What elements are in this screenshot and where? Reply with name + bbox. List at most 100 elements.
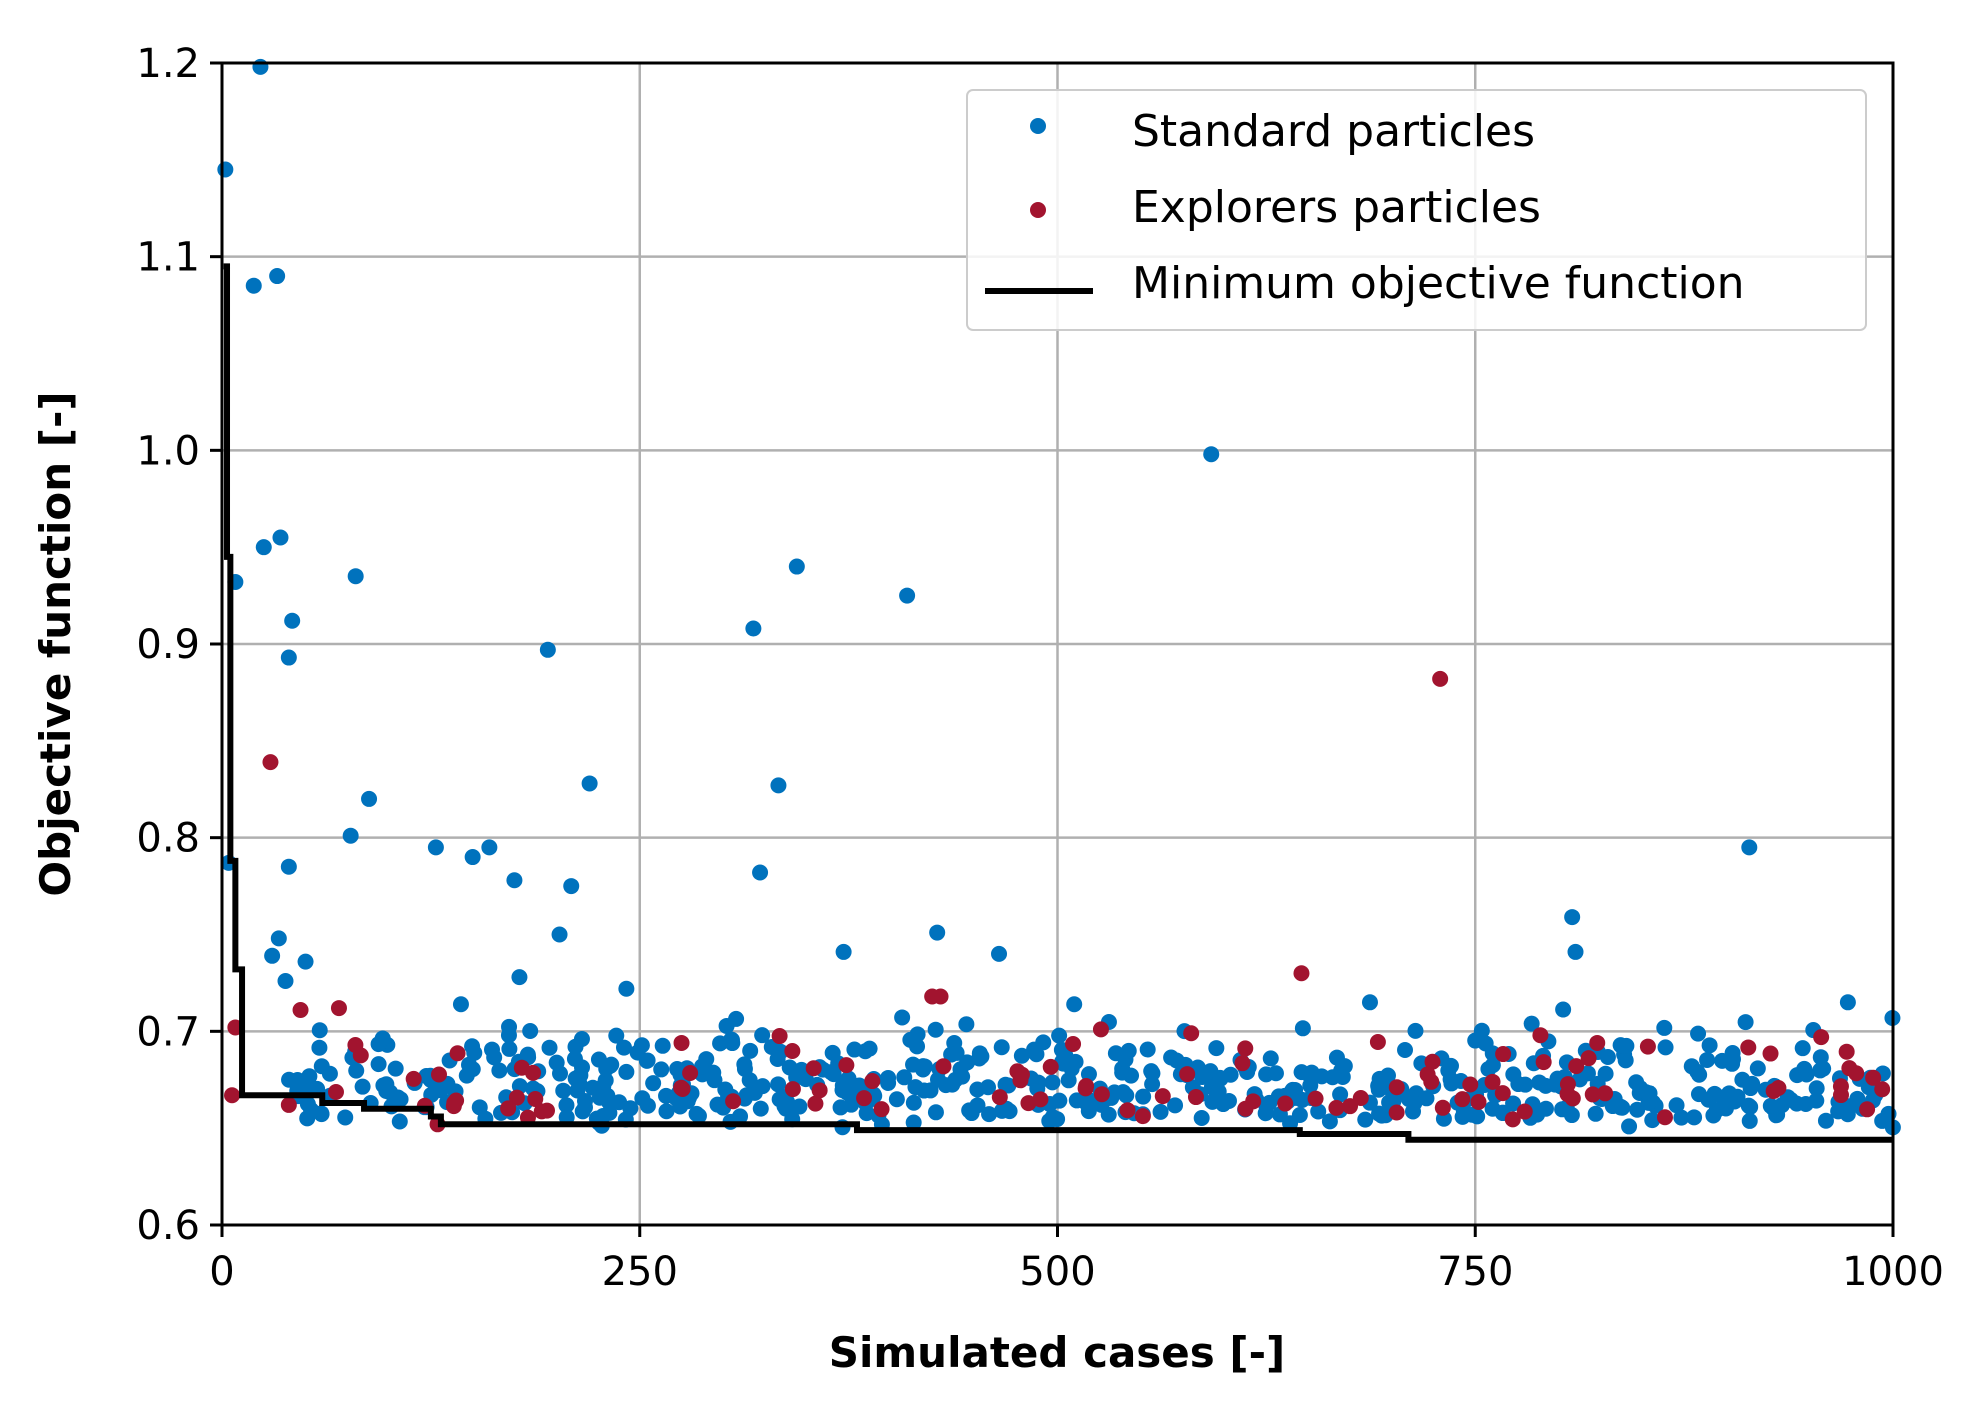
legend-label-minimum: Minimum objective function — [1132, 258, 1745, 309]
data-point — [501, 1040, 518, 1057]
data-point — [541, 1039, 558, 1056]
data-point — [1839, 994, 1856, 1011]
data-point — [1741, 839, 1758, 856]
data-point — [1717, 1100, 1734, 1117]
data-point — [1183, 1025, 1200, 1042]
data-point — [1529, 1106, 1546, 1123]
data-point — [1051, 1092, 1068, 1109]
data-point — [1589, 1034, 1606, 1051]
data-point — [449, 1045, 466, 1062]
data-point — [1567, 943, 1584, 960]
data-point — [1838, 1043, 1855, 1060]
legend-marker-standard — [1030, 118, 1046, 134]
data-point — [471, 1099, 488, 1116]
data-point — [843, 1096, 860, 1113]
data-point — [245, 277, 262, 294]
y-tick-label: 0.7 — [136, 1009, 200, 1055]
data-point — [905, 1056, 922, 1073]
data-point — [348, 1062, 365, 1079]
data-point — [673, 1034, 690, 1051]
data-point — [370, 1056, 387, 1073]
data-point — [1245, 1093, 1262, 1110]
data-point — [916, 1082, 933, 1099]
data-point — [905, 1114, 922, 1131]
data-point — [303, 1101, 320, 1118]
data-point — [1554, 1101, 1571, 1118]
x-tick-label: 250 — [602, 1249, 678, 1295]
data-point — [1120, 1042, 1137, 1059]
data-point — [1092, 1021, 1109, 1038]
data-point — [1065, 1035, 1082, 1052]
x-axis-title: Simulated cases [-] — [829, 1328, 1285, 1377]
data-point — [770, 777, 787, 794]
data-point — [1742, 1098, 1759, 1115]
data-point — [1817, 1112, 1834, 1129]
data-point — [558, 1097, 575, 1114]
data-point — [927, 1021, 944, 1038]
data-point — [272, 529, 289, 546]
data-point — [694, 1058, 711, 1075]
data-point — [971, 1045, 988, 1062]
data-point — [1042, 1058, 1059, 1075]
data-point — [1859, 1101, 1876, 1118]
data-point — [573, 1030, 590, 1047]
data-point — [330, 1000, 347, 1017]
data-point — [924, 988, 941, 1005]
data-point — [772, 1043, 789, 1060]
data-point — [784, 1081, 801, 1098]
data-point — [387, 1060, 404, 1077]
data-point — [601, 1094, 618, 1111]
data-point — [1762, 1097, 1779, 1114]
data-point — [374, 1030, 391, 1047]
data-point — [771, 1028, 788, 1045]
data-point — [519, 1046, 536, 1063]
data-point — [1434, 1099, 1451, 1116]
data-point — [1370, 1081, 1387, 1098]
data-point — [1154, 1088, 1171, 1105]
data-point — [1336, 1058, 1353, 1075]
data-point — [1310, 1103, 1327, 1120]
data-point — [1093, 1086, 1110, 1103]
data-point — [935, 1058, 952, 1075]
data-point — [252, 58, 269, 75]
data-point — [597, 1072, 614, 1089]
data-point — [888, 1091, 905, 1108]
data-point — [838, 1057, 855, 1074]
data-point — [1484, 1073, 1501, 1090]
y-tick-label: 0.9 — [136, 622, 200, 668]
data-point — [1187, 1089, 1204, 1106]
data-point — [1813, 1029, 1830, 1046]
y-axis-ticks: 0.6 0.7 0.8 0.9 1.0 1.1 1.2 — [136, 41, 222, 1249]
data-point — [313, 1058, 330, 1075]
legend-box — [966, 89, 1867, 331]
data-point — [969, 1097, 986, 1114]
data-point — [539, 641, 556, 658]
data-point — [1342, 1098, 1359, 1115]
data-point — [1808, 1092, 1825, 1109]
data-point — [1077, 1080, 1094, 1097]
data-point — [1119, 1102, 1136, 1119]
data-point — [390, 1089, 407, 1106]
data-point — [1504, 1111, 1521, 1128]
data-point — [280, 1096, 297, 1113]
data-point — [991, 945, 1008, 962]
data-point — [1584, 1086, 1601, 1103]
data-point — [464, 1061, 481, 1078]
data-point — [1032, 1091, 1049, 1108]
data-point — [1473, 1022, 1490, 1039]
data-point — [1203, 446, 1220, 463]
data-point — [682, 1064, 699, 1081]
data-point — [1618, 1037, 1635, 1054]
data-point — [1277, 1095, 1294, 1112]
data-point — [452, 996, 469, 1013]
legend-label-standard: Standard particles — [1132, 106, 1535, 157]
legend-label-explorers: Explorers particles — [1132, 182, 1541, 233]
data-point — [378, 1083, 395, 1100]
data-point — [634, 1090, 651, 1107]
data-point — [576, 1099, 593, 1116]
data-point — [1455, 1103, 1472, 1120]
x-tick-label: 500 — [1019, 1249, 1095, 1295]
data-point — [1144, 1076, 1161, 1093]
data-point — [1013, 1066, 1030, 1083]
